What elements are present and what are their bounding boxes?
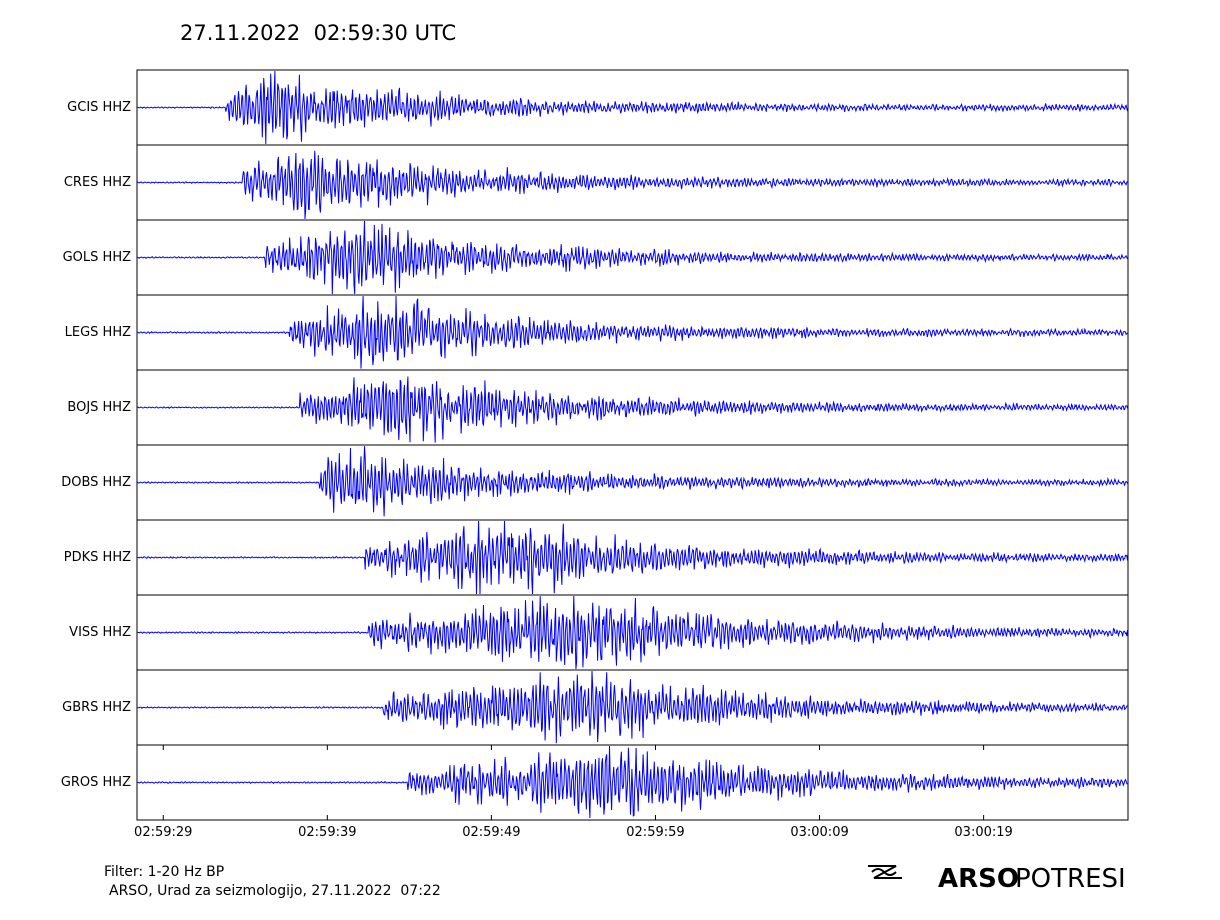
- station-label: DOBS HHZ: [61, 475, 131, 490]
- station-label: GBRS HHZ: [62, 700, 131, 715]
- waveform: [137, 220, 1128, 295]
- waveform: [136, 150, 1128, 220]
- station-label: BOJS HHZ: [67, 400, 131, 415]
- station-label: GCIS HHZ: [67, 100, 131, 115]
- x-tick-label: 02:59:59: [626, 825, 684, 840]
- x-tick-label: 03:00:09: [790, 825, 848, 840]
- waveform: [137, 376, 1128, 443]
- logo-icon: [868, 865, 902, 879]
- station-label: GOLS HHZ: [63, 250, 131, 265]
- logo-brand: ARSO: [938, 864, 1019, 894]
- logo-product: POTRESI: [1015, 864, 1126, 894]
- x-tick-label: 02:59:49: [462, 825, 520, 840]
- station-label: VISS HHZ: [69, 625, 131, 640]
- waveform: [137, 70, 1128, 145]
- x-tick-label: 03:00:19: [954, 825, 1012, 840]
- chart-title: 27.11.2022 02:59:30 UTC: [180, 21, 456, 45]
- x-tick-label: 02:59:29: [134, 825, 192, 840]
- station-label: GROS HHZ: [61, 775, 131, 790]
- waveform: [136, 446, 1128, 517]
- waveform: [136, 670, 1128, 744]
- waveform: [136, 520, 1128, 595]
- waveform: [137, 595, 1128, 670]
- credit-note: ARSO, Urad za seizmologijo, 27.11.2022 0…: [109, 883, 441, 899]
- station-label: LEGS HHZ: [65, 325, 131, 340]
- station-label: PDKS HHZ: [64, 550, 131, 565]
- waveform: [136, 745, 1128, 819]
- waveform: [136, 295, 1128, 369]
- x-tick-label: 02:59:39: [298, 825, 356, 840]
- filter-note: Filter: 1-20 Hz BP: [104, 864, 224, 880]
- station-label: CRES HHZ: [64, 175, 131, 190]
